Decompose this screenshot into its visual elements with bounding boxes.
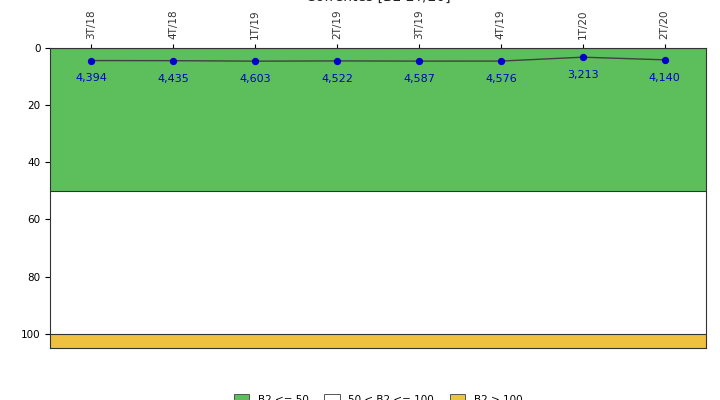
Point bbox=[249, 58, 261, 64]
Text: 4,394: 4,394 bbox=[76, 74, 107, 84]
Point bbox=[168, 58, 179, 64]
Title: Cofrentes [B2 2T/20]: Cofrentes [B2 2T/20] bbox=[306, 0, 450, 4]
Text: 3,213: 3,213 bbox=[567, 70, 598, 80]
Text: 4,603: 4,603 bbox=[239, 74, 271, 84]
Text: 4,576: 4,576 bbox=[485, 74, 517, 84]
Point bbox=[659, 57, 670, 63]
Text: 4,587: 4,587 bbox=[403, 74, 435, 84]
Legend: B2 <= 50, 50 < B2 <= 100, B2 > 100: B2 <= 50, 50 < B2 <= 100, B2 > 100 bbox=[230, 390, 526, 400]
Text: 4,435: 4,435 bbox=[158, 74, 189, 84]
Text: 4,140: 4,140 bbox=[649, 73, 680, 83]
Text: 4,522: 4,522 bbox=[321, 74, 353, 84]
Point bbox=[495, 58, 507, 64]
Point bbox=[577, 54, 588, 60]
Point bbox=[86, 57, 97, 64]
Point bbox=[413, 58, 425, 64]
Point bbox=[331, 58, 343, 64]
